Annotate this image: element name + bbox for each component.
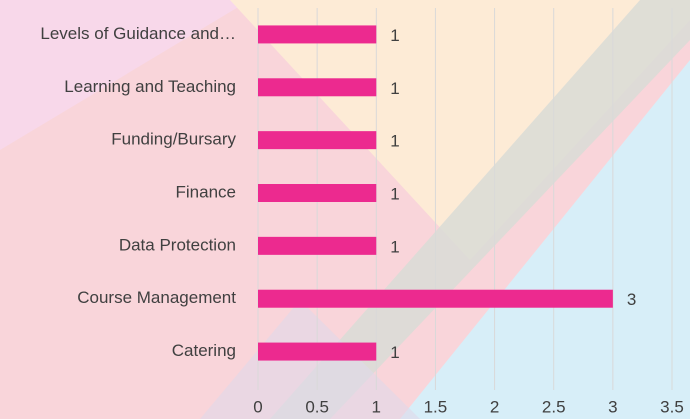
x-tick-label: 3 bbox=[608, 397, 617, 416]
x-tick-label: 2 bbox=[490, 397, 499, 416]
y-tick-label: Levels of Guidance and… bbox=[40, 24, 236, 43]
value-label: 1 bbox=[390, 26, 399, 45]
value-label: 1 bbox=[390, 184, 399, 203]
value-label: 1 bbox=[390, 237, 399, 256]
bar bbox=[258, 184, 377, 202]
value-label: 1 bbox=[390, 79, 399, 98]
y-tick-label: Catering bbox=[172, 341, 236, 360]
x-tick-label: 1 bbox=[372, 397, 381, 416]
y-tick-label: Finance bbox=[176, 182, 236, 201]
x-tick-label: 0.5 bbox=[305, 397, 329, 416]
x-tick-label: 1.5 bbox=[424, 397, 448, 416]
bar bbox=[258, 131, 377, 150]
bar bbox=[258, 78, 377, 97]
y-tick-label: Course Management bbox=[77, 288, 236, 307]
x-tick-label: 2.5 bbox=[542, 397, 566, 416]
value-label: 1 bbox=[390, 132, 399, 151]
y-tick-label: Learning and Teaching bbox=[64, 77, 236, 96]
bar bbox=[258, 289, 613, 308]
bar bbox=[258, 25, 377, 44]
y-tick-label: Data Protection bbox=[119, 235, 236, 254]
bar bbox=[258, 342, 377, 361]
bar bbox=[258, 236, 377, 255]
x-tick-label: 3.5 bbox=[660, 397, 684, 416]
value-label: 3 bbox=[627, 290, 636, 309]
y-tick-label: Funding/Bursary bbox=[111, 130, 236, 149]
x-tick-label: 0 bbox=[253, 397, 262, 416]
value-label: 1 bbox=[390, 343, 399, 362]
